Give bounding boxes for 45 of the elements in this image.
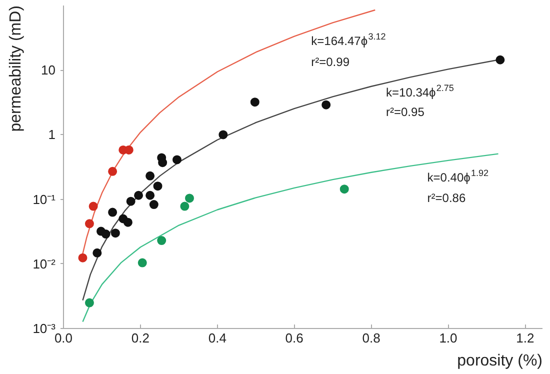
point	[172, 155, 182, 164]
point	[218, 130, 228, 140]
point	[84, 219, 94, 228]
y-tick-label: 10⁻²	[32, 256, 56, 272]
y-axis-title: permeability (mD)	[8, 5, 24, 132]
point	[158, 158, 168, 168]
annotation: r²=0.99	[311, 55, 350, 70]
line-series	[82, 153, 499, 322]
point	[157, 236, 166, 246]
x-tick-label: 0.8	[362, 330, 380, 346]
x-tick-label: 1.2	[516, 330, 534, 346]
x-tick-label: 0.6	[285, 330, 304, 346]
y-tick-label: 10⁻¹	[32, 192, 56, 207]
point	[250, 98, 260, 107]
point	[134, 190, 144, 200]
point	[322, 100, 331, 110]
y-tick-label: 10	[41, 62, 56, 78]
point	[108, 208, 118, 217]
x-tick-label: 1.0	[439, 330, 458, 346]
point	[146, 190, 155, 200]
annotation: r²=0.95	[386, 104, 425, 119]
point	[185, 194, 194, 203]
point	[146, 171, 155, 180]
point	[340, 184, 349, 194]
point	[92, 248, 102, 258]
point	[108, 166, 118, 176]
x-tick-label: 0.2	[131, 330, 150, 346]
point	[78, 253, 88, 262]
point	[101, 230, 110, 239]
x-axis-title: porosity (%)	[457, 352, 543, 370]
point	[126, 196, 136, 206]
y-tick-label: 10⁻³	[32, 321, 56, 336]
x-tick-label: 0.0	[54, 330, 73, 346]
point	[149, 200, 158, 210]
point	[123, 218, 132, 227]
annotation: r²=0.86	[427, 190, 466, 205]
point	[138, 258, 147, 268]
x-tick-label: 0.4	[208, 330, 226, 346]
point	[84, 298, 94, 308]
point	[180, 202, 190, 211]
y-tick-label: 1	[48, 127, 56, 142]
point	[110, 228, 120, 238]
point	[496, 55, 505, 64]
point	[153, 182, 162, 191]
point	[88, 202, 98, 211]
